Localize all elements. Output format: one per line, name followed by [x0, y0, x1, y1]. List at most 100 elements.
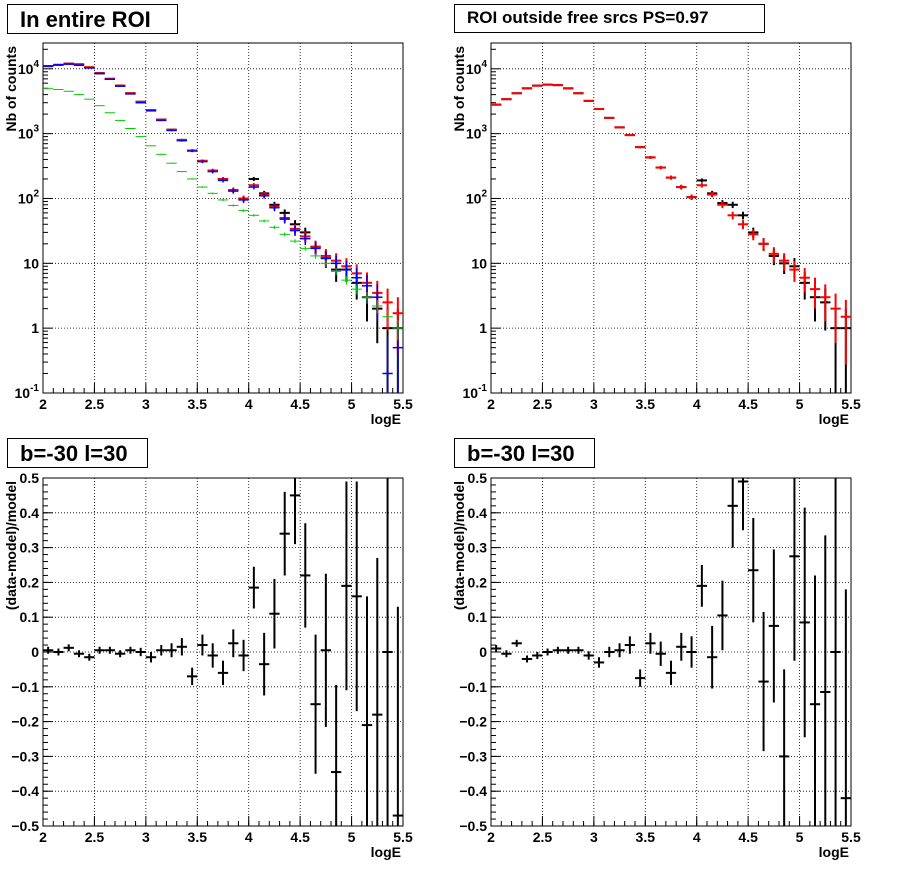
- x-axis-label: logE: [819, 411, 849, 427]
- series-data: [491, 83, 851, 393]
- model_total-point: [552, 84, 563, 87]
- model_total-point: [830, 293, 841, 344]
- component_green-point: [238, 209, 249, 212]
- x-axis-label: logE: [819, 844, 849, 860]
- data-point: [737, 211, 749, 220]
- y-tick-label: 104: [18, 59, 40, 77]
- residual-point: [830, 478, 841, 826]
- residual-point: [573, 646, 584, 654]
- model_total-point: [748, 229, 759, 241]
- component_blue-point: [43, 65, 54, 67]
- component_green-point: [217, 198, 229, 201]
- residual-point: [53, 648, 64, 656]
- x-tick-label: 4: [245, 396, 253, 412]
- x-tick-label: 2.5: [533, 829, 553, 845]
- residual-point: [300, 523, 311, 628]
- series-component_green: [43, 87, 403, 341]
- component_green-point: [279, 232, 290, 237]
- residual-point: [392, 606, 403, 826]
- x-tick-label: 4: [693, 829, 701, 845]
- y-tick-label: 0.4: [20, 505, 40, 521]
- data-point: [248, 177, 259, 182]
- residual-point: [289, 478, 301, 545]
- component_green-point: [361, 292, 373, 304]
- model_total-point: [665, 175, 677, 180]
- x-axis-label: logE: [371, 411, 401, 427]
- component_green-point: [145, 145, 157, 147]
- x-tick-label: 2.5: [533, 396, 553, 412]
- residual-point: [176, 638, 187, 656]
- y-tick-label: 1: [31, 320, 39, 336]
- residual-point: [115, 650, 126, 658]
- component_blue-point: [94, 72, 105, 75]
- y-tick-label: 1: [479, 320, 487, 336]
- model_total-point: [696, 183, 707, 188]
- model_total-point: [501, 98, 512, 101]
- component_green-point: [228, 204, 239, 207]
- model_total-point: [583, 99, 594, 102]
- residual-point: [707, 625, 718, 689]
- residual-point: [665, 660, 677, 686]
- component_blue-point: [279, 215, 290, 224]
- y-tick-label: 0.1: [468, 609, 488, 625]
- component_blue-point: [269, 204, 280, 212]
- series-model_total: [491, 83, 851, 365]
- series-residuals: [43, 478, 403, 826]
- residual-point: [84, 653, 95, 661]
- y-tick-label: −0.4: [459, 783, 487, 799]
- x-tick-label: 3.5: [188, 829, 208, 845]
- y-tick-label: 0.2: [20, 574, 40, 590]
- y-axis-label: (data-model)/model: [3, 481, 19, 610]
- x-tick-label: 4.5: [290, 396, 310, 412]
- component_green-point: [197, 186, 208, 188]
- x-tick-label: 3.5: [636, 829, 656, 845]
- model_total-point: [809, 277, 821, 309]
- residual-point: [686, 636, 697, 668]
- model_total-point: [727, 211, 738, 220]
- component_blue-point: [259, 193, 270, 199]
- residual-point: [727, 478, 738, 548]
- component_green-point: [187, 178, 198, 180]
- component_green-point: [166, 162, 177, 164]
- component_blue-point: [382, 336, 393, 393]
- residual-point: [43, 646, 54, 654]
- model_total-point: [542, 83, 553, 86]
- y-tick-label: 10-1: [463, 383, 488, 401]
- model_total-point: [511, 92, 522, 95]
- x-tick-label: 2: [39, 396, 47, 412]
- model_total-point: [532, 84, 543, 87]
- model_total-point: [789, 261, 800, 282]
- component_blue-point: [207, 169, 218, 174]
- model_total-point: [840, 299, 851, 365]
- component_blue-point: [300, 233, 311, 246]
- series-model_total: [43, 62, 403, 355]
- component_green-point: [382, 309, 393, 327]
- model_total-point: [768, 247, 779, 263]
- plot-frame: [42, 42, 404, 394]
- x-tick-label: 3: [142, 396, 150, 412]
- residual-point: [779, 669, 790, 826]
- residual-point: [351, 481, 362, 712]
- series-component_blue: [43, 63, 403, 393]
- component_green-point: [125, 128, 136, 130]
- model_total-point: [624, 134, 635, 137]
- component_green-point: [289, 239, 301, 244]
- residual-point: [197, 634, 208, 656]
- residual-point: [238, 639, 249, 672]
- component_blue-point: [135, 101, 146, 104]
- model_total-point: [655, 165, 666, 170]
- component_green-point: [156, 153, 167, 155]
- y-tick-label: 10: [23, 255, 39, 271]
- x-tick-label: 2.5: [85, 829, 105, 845]
- residual-point: [156, 645, 167, 656]
- component_green-point: [259, 219, 270, 223]
- y-tick-label: 104: [466, 59, 488, 77]
- residual-point: [104, 646, 115, 654]
- residual-point: [125, 646, 136, 654]
- residual-point: [491, 645, 502, 652]
- residual-point: [768, 549, 779, 703]
- y-tick-label: −0.5: [11, 818, 39, 834]
- component_green-point: [176, 170, 187, 173]
- component_green-point: [135, 136, 146, 138]
- residual-point: [187, 667, 198, 686]
